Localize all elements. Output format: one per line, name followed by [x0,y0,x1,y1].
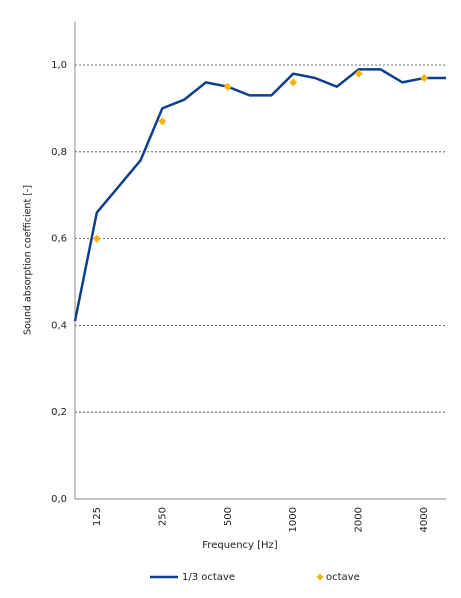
marker [223,82,232,91]
line-series [73,68,446,322]
x-tick-label: 125 [92,507,103,526]
marker [354,69,363,78]
y-tick-label: 0,6 [51,234,67,245]
x-tick-label: 1000 [288,507,299,532]
x-axis-title: Frequency [Hz] [202,540,278,551]
y-tick-label: 0,0 [51,494,67,505]
marker [158,117,167,126]
y-tick-label: 0,8 [51,147,67,158]
y-tick-label: 0,2 [51,407,67,418]
x-tick-label: 250 [157,507,168,526]
legend-label: 1/3 octave [182,572,235,583]
y-axis-title: Sound absorption coefficient [-] [23,185,34,335]
marker [92,234,101,243]
marker [289,78,298,87]
legend-marker [316,573,324,581]
y-tick-label: 1,0 [51,60,67,71]
x-tick-label: 500 [223,507,234,526]
marker [420,74,429,83]
x-tick-label: 4000 [419,507,430,532]
y-tick-label: 0,4 [51,320,67,331]
x-tick-label: 2000 [354,507,365,532]
legend-label: octave [326,572,360,583]
